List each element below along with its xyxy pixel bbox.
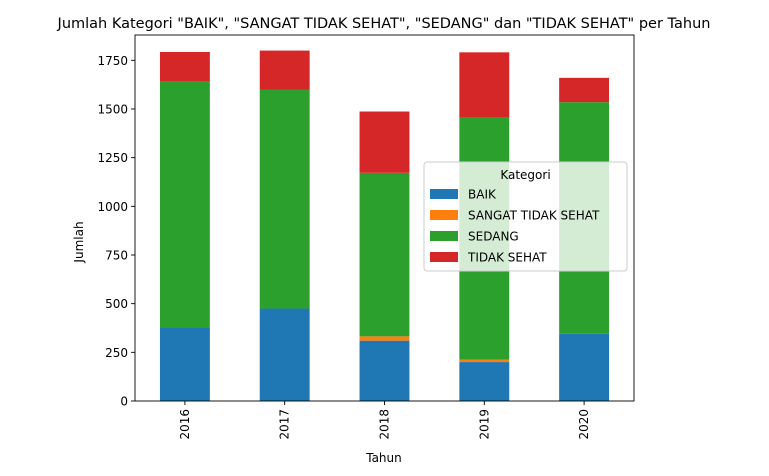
y-axis-label: Jumlah [72,221,86,263]
legend-label-baik: BAIK [468,188,497,202]
y-tick-label: 750 [105,248,128,262]
legend-swatch-tidak-sehat [430,252,458,262]
y-tick-label: 250 [105,346,128,360]
legend-label-sedang: SEDANG [468,230,519,244]
bar-tidak-sehat-2019 [459,52,510,118]
bar-tidak-sehat-2017 [259,50,310,90]
bar-tidak-sehat-2016 [159,51,210,82]
bars-layer [159,50,610,401]
x-tick-label: 2020 [577,409,591,440]
axes-layer: 0 250 500 750 1000 1250 1500 1750 2016 2017 2018 20… [97,34,635,440]
bar-tidak-sehat-2018 [359,111,410,173]
x-tick-label: 2016 [178,409,192,440]
chart-title: Jumlah Kategori "BAIK", "SANGAT TIDAK SE… [57,16,711,32]
legend-swatch-sedang [430,231,458,241]
y-tick-label: 1250 [97,151,128,165]
bar-tidak-sehat-2020 [559,77,610,103]
bar-baik-2017 [259,308,310,401]
bar-sangat-tidak-sehat-2018 [359,336,410,341]
y-tick-label: 1000 [97,200,128,214]
x-tick-label: 2017 [278,409,292,440]
x-axis-label: Tahun [365,451,402,465]
y-tick-label: 1500 [97,102,128,116]
y-tick-label: 0 [120,395,128,409]
legend-title: Kategori [500,168,550,182]
legend-swatch-baik [430,189,458,199]
x-tick-label: 2019 [477,409,491,440]
legend-swatch-sangat-tidak-sehat [430,210,458,220]
y-tick-label: 1750 [97,54,128,68]
x-tick-label: 2018 [378,409,392,440]
y-tick-label: 500 [105,297,128,311]
bar-baik-2016 [159,327,210,401]
bar-baik-2020 [559,333,610,401]
legend-label-sangat-tidak-sehat: SANGAT TIDAK SEHAT [468,209,600,223]
bar-sedang-2018 [359,172,410,337]
bar-sedang-2017 [259,89,310,309]
bar-sedang-2016 [159,81,210,328]
bar-baik-2018 [359,340,410,401]
bar-sangat-tidak-sehat-2019 [459,359,510,363]
legend-label-tidak-sehat: TIDAK SEHAT [467,251,547,265]
bar-baik-2019 [459,362,510,401]
legend-box [423,161,628,272]
